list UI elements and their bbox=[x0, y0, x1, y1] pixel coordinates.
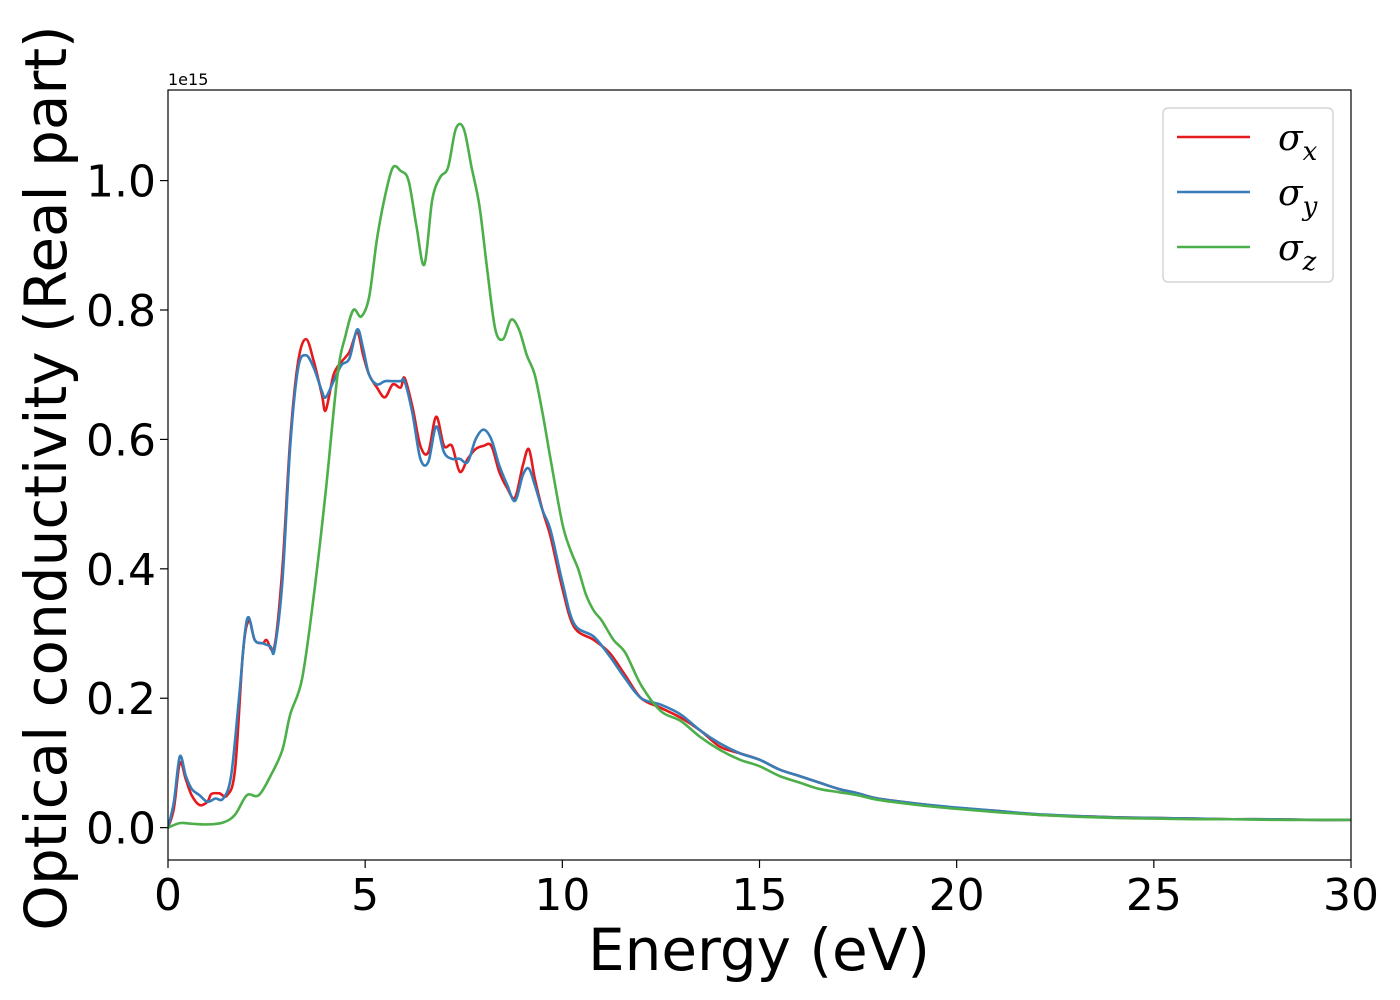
x-axis-label: Energy (eV) bbox=[588, 916, 930, 984]
y-tick-label: 1.0 bbox=[86, 157, 156, 208]
x-tick-label: 10 bbox=[534, 870, 590, 921]
y-tick-label: 0.0 bbox=[86, 804, 156, 855]
x-tick-label: 15 bbox=[732, 870, 788, 921]
y-tick-label: 0.2 bbox=[86, 674, 156, 725]
plot-area bbox=[167, 89, 1352, 861]
legend-label-z: σz bbox=[1278, 228, 1317, 277]
x-tick-label: 20 bbox=[929, 870, 985, 921]
series-group bbox=[168, 122, 1351, 829]
y-tick-label: 0.4 bbox=[86, 545, 156, 596]
y-tick-label: 0.8 bbox=[86, 286, 156, 337]
series-line-y bbox=[168, 328, 1351, 829]
x-axis-ticks: 0 5 10 15 20 25 30 bbox=[154, 860, 1379, 921]
y-axis-ticks: 0.0 0.2 0.4 0.6 0.8 1.0 bbox=[86, 157, 168, 855]
x-tick-label: 5 bbox=[351, 870, 379, 921]
x-tick-label: 30 bbox=[1323, 870, 1379, 921]
x-tick-label: 0 bbox=[154, 870, 182, 921]
legend-label-x: σx bbox=[1278, 118, 1318, 167]
legend-box bbox=[1162, 107, 1334, 283]
legend: σx σy σz bbox=[1162, 107, 1334, 283]
series-line-z bbox=[168, 122, 1351, 829]
y-tick-label: 0.6 bbox=[86, 415, 156, 466]
x-tick-label: 25 bbox=[1126, 870, 1182, 921]
legend-label-y: σy bbox=[1278, 173, 1318, 222]
y-offset-label: 1e15 bbox=[168, 70, 208, 89]
y-axis-label: Optical conductivity (Real part) bbox=[12, 25, 80, 930]
